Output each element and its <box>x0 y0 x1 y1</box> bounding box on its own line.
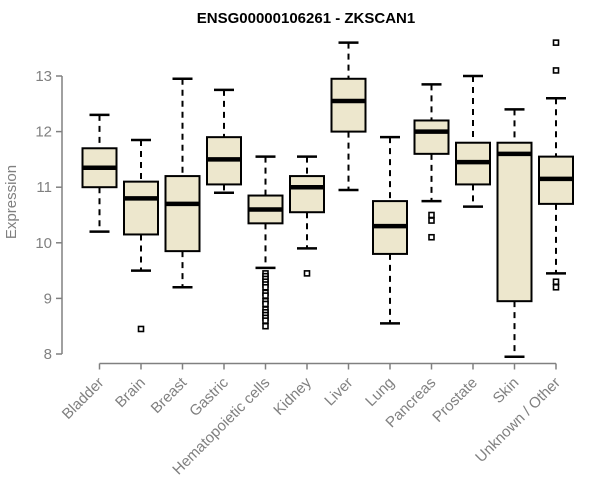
outlier-point <box>262 283 269 291</box>
outlier-point <box>428 211 435 219</box>
boxes-layer <box>81 39 574 359</box>
x-tick-label: Breast <box>148 374 191 417</box>
box-pancreas <box>413 83 450 241</box>
y-axis-title: Expression <box>3 165 20 239</box>
box-gastric <box>206 88 242 195</box>
outlier-point <box>262 292 269 299</box>
outlier-point <box>428 217 435 224</box>
outlier-point <box>262 317 269 324</box>
outlier-point <box>137 325 145 333</box>
box-unknown-other <box>538 39 574 291</box>
box-skin <box>496 108 533 359</box>
chart-title: ENSG00000106261 - ZKSCAN1 <box>197 10 415 27</box>
iqr-box <box>413 119 450 155</box>
outlier-point <box>428 233 435 241</box>
outlier-point <box>262 300 269 308</box>
iqr-box <box>330 77 367 133</box>
x-tick-label: Kidney <box>270 374 315 419</box>
y-tick-label: 9 <box>44 290 52 307</box>
iqr-box <box>164 175 201 253</box>
y-tick-label: 10 <box>35 235 52 252</box>
y-tick-label: 13 <box>35 68 52 85</box>
outlier-point <box>552 39 560 46</box>
outlier-point <box>552 283 560 291</box>
outlier-point <box>552 67 560 74</box>
iqr-box <box>496 141 533 303</box>
box-lung <box>372 135 408 325</box>
x-tick-label: Skin <box>490 374 523 407</box>
x-tick-label: Brain <box>112 374 149 411</box>
box-bladder <box>81 113 118 233</box>
x-tick-label: Bladder <box>59 374 108 423</box>
y-tick-label: 12 <box>35 124 52 141</box>
iqr-box <box>289 175 325 214</box>
box-prostate <box>455 74 491 208</box>
y-tick-label: 11 <box>36 179 52 196</box>
box-breast <box>164 77 201 289</box>
y-tick-label: 8 <box>44 346 52 363</box>
x-tick-label: Prostate <box>429 374 481 426</box>
x-tick-label: Liver <box>321 374 356 409</box>
box-hematopoietic-cells <box>247 155 284 330</box>
outlier-point <box>303 270 311 277</box>
box-brain <box>123 138 159 333</box>
x-tick-label: Lung <box>362 374 398 410</box>
box-kidney <box>289 155 325 277</box>
outlier-point <box>262 322 269 330</box>
outlier-point <box>552 278 560 286</box>
iqr-box <box>123 180 159 236</box>
box-liver <box>330 41 367 192</box>
